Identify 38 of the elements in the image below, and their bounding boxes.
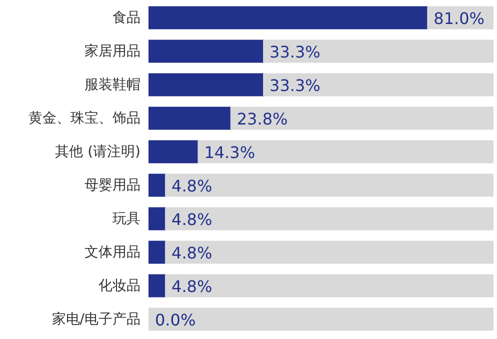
data-label: 4.8%: [172, 243, 212, 262]
bar: [165, 240, 494, 264]
data-label: 4.8%: [172, 210, 212, 229]
data-label: 33.3%: [270, 42, 320, 62]
bar: [148, 240, 166, 264]
data-label: 81.0%: [434, 8, 484, 28]
y-tick-label: 食品: [112, 10, 140, 26]
bar: [148, 174, 166, 197]
bar: [198, 140, 494, 164]
bar: [148, 106, 232, 130]
data-label: 33.3%: [270, 76, 320, 95]
bar: [148, 140, 199, 164]
bar: [148, 73, 264, 96]
bar: [165, 207, 494, 230]
bar: [230, 106, 494, 130]
y-tick-label: 黄金、珠宝、饰品: [28, 110, 140, 126]
y-tick-label: 其他 (请注明): [55, 144, 140, 160]
data-label: 14.3%: [204, 142, 256, 162]
y-tick-label: 化妆品: [98, 278, 140, 294]
bar: [165, 174, 494, 197]
bar: [148, 308, 494, 331]
bar: [263, 73, 494, 96]
data-label: 23.8%: [236, 109, 288, 128]
y-tick-label: 家居用品: [84, 43, 140, 60]
bar: [148, 207, 166, 230]
bar: [263, 40, 494, 63]
bar: [148, 6, 428, 30]
bar: [148, 274, 166, 298]
y-tick-label: 服装鞋帽: [84, 76, 140, 93]
y-tick-label: 文体用品: [84, 244, 140, 260]
bar: [165, 274, 494, 298]
y-tick-label: 家电/电子产品: [52, 311, 140, 328]
data-label: 4.8%: [172, 176, 212, 196]
bar: [148, 40, 264, 63]
y-tick-label: 母婴用品: [84, 177, 140, 194]
data-label: 4.8%: [172, 276, 212, 296]
y-tick-label: 玩具: [112, 210, 140, 227]
data-label: 0.0%: [155, 310, 196, 330]
